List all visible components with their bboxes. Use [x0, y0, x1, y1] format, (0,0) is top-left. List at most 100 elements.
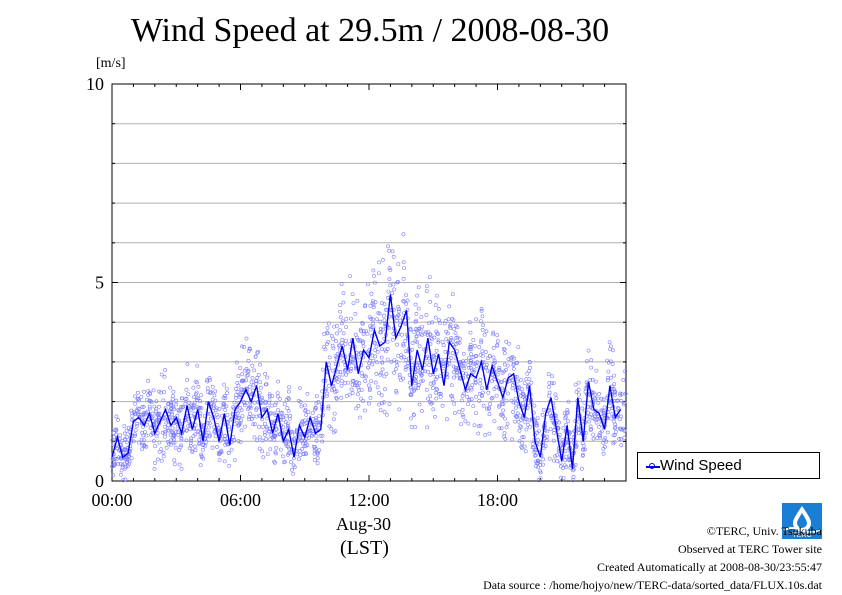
scatter-point	[478, 423, 483, 428]
scatter-point	[461, 351, 466, 356]
scatter-point	[469, 397, 474, 402]
scatter-point	[168, 400, 173, 405]
scatter-point	[397, 307, 401, 312]
scatter-point	[511, 363, 516, 367]
scatter-point	[339, 282, 344, 287]
scatter-point	[119, 468, 124, 473]
scatter-point	[326, 406, 331, 411]
scatter-point	[471, 338, 476, 342]
scatter-point	[238, 366, 243, 371]
scatter-point	[426, 321, 431, 326]
scatter-point	[415, 340, 420, 345]
scatter-point	[198, 399, 203, 404]
scatter-point	[351, 356, 356, 361]
scatter-point	[196, 384, 201, 389]
scatter-point	[521, 392, 526, 397]
scatter-point	[204, 439, 209, 444]
scatter-point	[368, 395, 373, 400]
scatter-point	[247, 346, 252, 351]
scatter-point	[246, 368, 251, 373]
scatter-point	[339, 395, 344, 400]
scatter-point	[535, 416, 540, 421]
scatter-point	[338, 369, 343, 374]
scatter-point	[249, 380, 254, 385]
scatter-point	[398, 378, 403, 383]
scatter-point	[377, 271, 381, 276]
scatter-point	[327, 383, 332, 388]
legend: Wind Speed	[637, 452, 820, 479]
scatter-point	[549, 415, 554, 420]
scatter-point	[596, 400, 601, 405]
scatter-point	[474, 317, 479, 322]
scatter-point	[449, 383, 454, 388]
scatter-point	[479, 338, 484, 343]
scatter-point	[485, 356, 490, 361]
scatter-point	[601, 397, 606, 402]
scatter-point	[285, 423, 290, 428]
scatter-point	[440, 362, 445, 367]
scatter-point	[250, 363, 255, 368]
scatter-point	[161, 450, 166, 455]
scatter-point	[416, 327, 421, 331]
scatter-point	[258, 362, 263, 367]
scatter-point	[313, 444, 317, 449]
scatter-point	[576, 387, 581, 392]
scatter-point	[357, 355, 362, 360]
scatter-point	[492, 358, 497, 363]
scatter-point	[193, 432, 198, 437]
scatter-point	[481, 403, 486, 408]
scatter-point	[237, 421, 242, 426]
scatter-point	[383, 307, 388, 312]
scatter-point	[467, 347, 472, 352]
scatter-point	[427, 275, 432, 280]
scatter-point	[133, 428, 138, 433]
scatter-point	[363, 303, 368, 308]
scatter-point	[379, 347, 384, 352]
scatter-point	[396, 313, 401, 318]
scatter-point	[367, 388, 372, 393]
scatter-point	[571, 474, 576, 479]
scatter-point	[351, 360, 356, 365]
scatter-point	[448, 322, 453, 327]
scatter-point	[417, 344, 422, 349]
scatter-point	[540, 412, 545, 417]
scatter-point	[480, 390, 485, 395]
scatter-point	[520, 441, 525, 446]
scatter-point	[179, 435, 184, 440]
scatter-point	[329, 426, 334, 431]
scatter-point	[264, 382, 269, 387]
scatter-point	[484, 329, 489, 334]
scatter-point	[369, 379, 373, 384]
scatter-point	[272, 460, 277, 465]
scatter-point	[184, 396, 189, 401]
scatter-point	[513, 401, 518, 406]
scatter-point	[529, 380, 534, 385]
scatter-point	[208, 390, 213, 395]
scatter-point	[251, 422, 256, 427]
scatter-point	[351, 378, 356, 383]
scatter-point	[593, 397, 598, 402]
scatter-point	[490, 395, 495, 400]
scatter-point	[409, 425, 414, 429]
scatter-point	[491, 330, 496, 335]
scatter-point	[193, 379, 198, 384]
scatter-point	[218, 450, 223, 455]
scatter-point	[362, 373, 367, 378]
scatter-point	[444, 337, 449, 342]
scatter-point	[241, 378, 246, 383]
scatter-point	[180, 405, 185, 410]
scatter-point	[607, 340, 612, 345]
scatter-point	[262, 430, 267, 435]
scatter-point	[298, 400, 303, 404]
scatter-point	[503, 416, 507, 421]
scatter-point	[313, 416, 318, 421]
scatter-point	[332, 411, 337, 416]
scatter-point	[136, 413, 141, 417]
scatter-point	[432, 335, 437, 340]
scatter-point	[235, 389, 240, 394]
scatter-point	[447, 324, 452, 329]
scatter-point	[588, 428, 593, 432]
scatter-point	[612, 373, 617, 378]
scatter-point	[373, 348, 378, 353]
scatter-point	[273, 431, 278, 436]
